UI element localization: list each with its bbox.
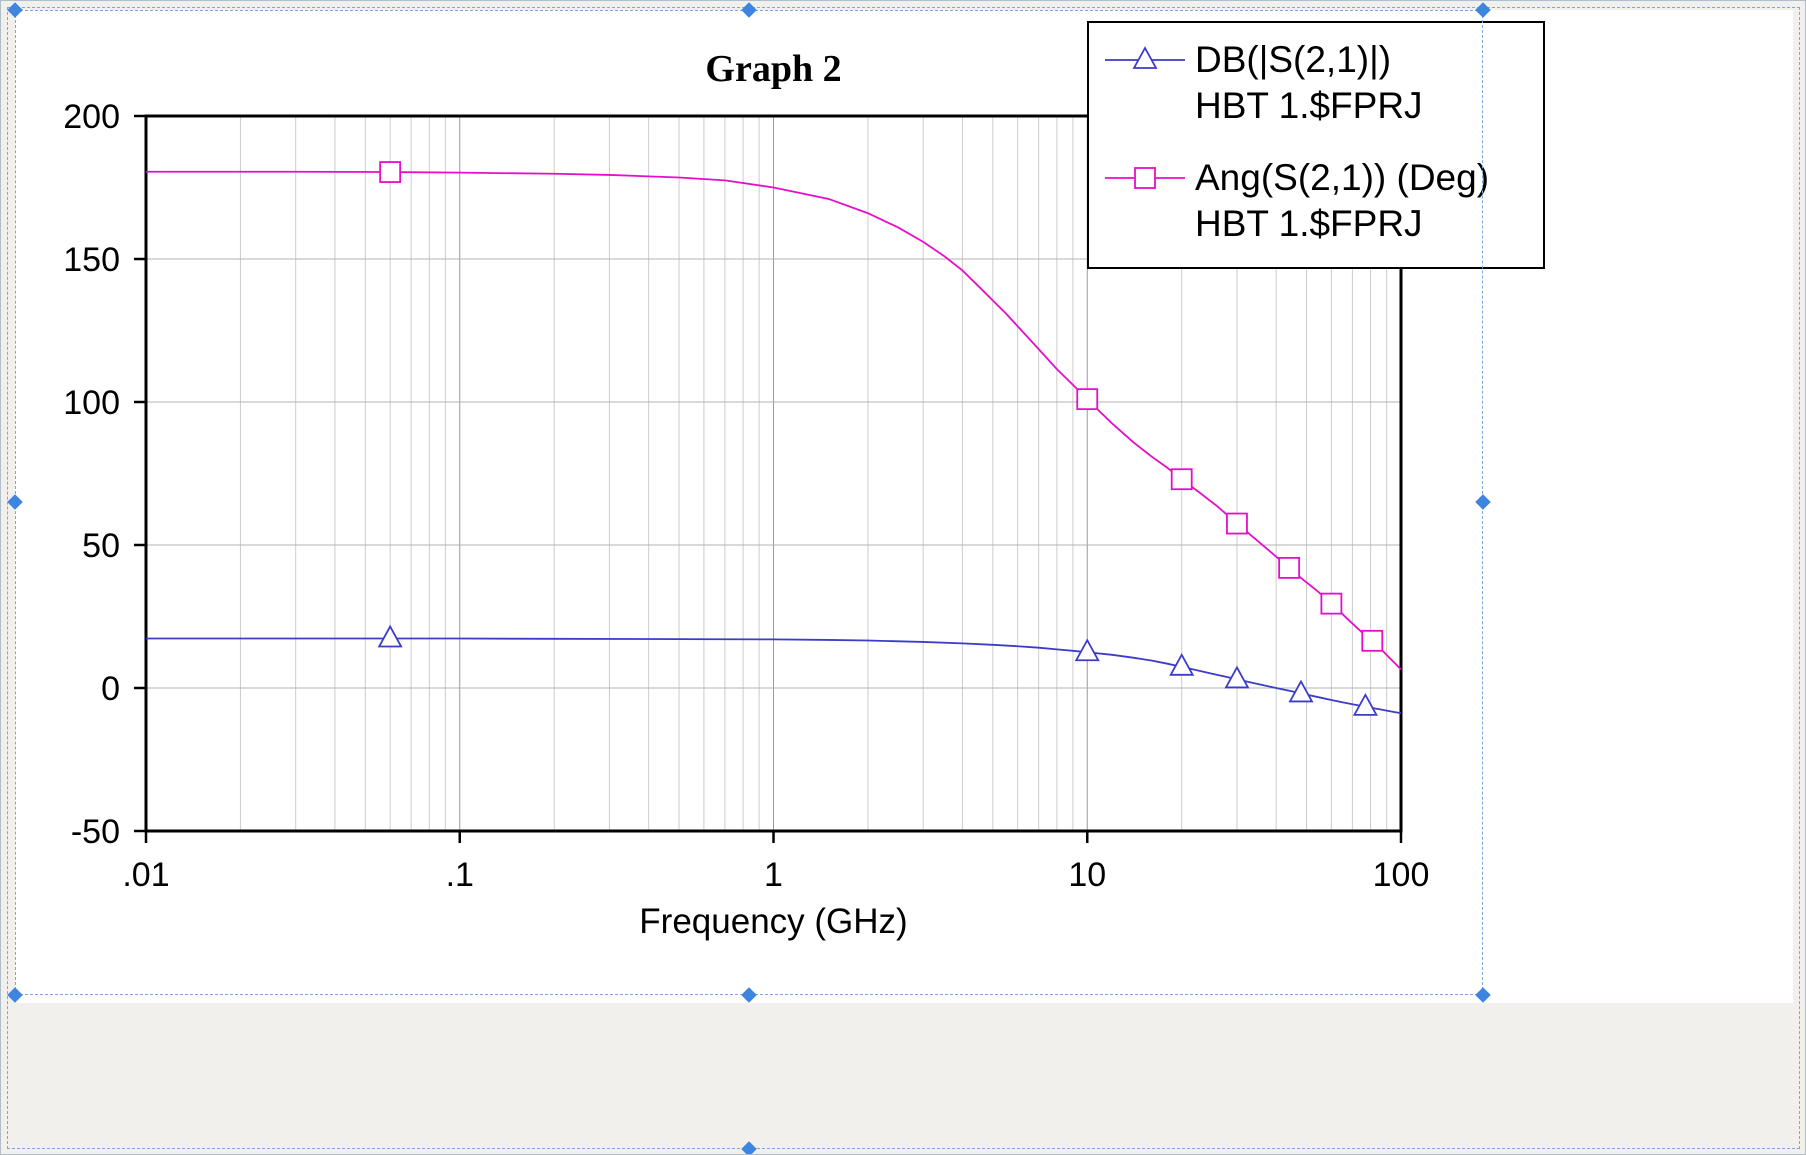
- legend[interactable]: DB(|S(2,1)|) HBT 1.$FPRJ Ang(S(2,1)) (Deg)…: [1087, 21, 1545, 269]
- legend-series-name: Ang(S(2,1)) (Deg): [1195, 157, 1490, 198]
- series-line-1[interactable]: [146, 637, 1402, 715]
- y-tick-label: -50: [71, 813, 120, 851]
- y-tick-label: 200: [63, 98, 120, 136]
- series-line-2[interactable]: [146, 170, 1402, 671]
- x-tick-label: 100: [1373, 856, 1430, 894]
- plot-frame[interactable]: [144, 114, 1403, 833]
- legend-entry-2[interactable]: Ang(S(2,1)) (Deg) HBT 1.$FPRJ: [1103, 155, 1527, 247]
- legend-series-sublabel: HBT 1.$FPRJ: [1195, 203, 1423, 244]
- x-tick-label: .01: [122, 856, 169, 894]
- series-marker-triangle: [1288, 679, 1314, 703]
- x-tick-label: 1: [764, 856, 783, 894]
- legend-triangle-marker-icon: [1105, 46, 1185, 69]
- series-marker-square: [1361, 629, 1384, 652]
- y-tick-label: 100: [63, 384, 120, 422]
- series-marker-triangle: [1169, 652, 1195, 676]
- y-tick-label: 50: [82, 527, 120, 565]
- series-marker-triangle: [1352, 693, 1378, 716]
- y-tick-label: 0: [101, 670, 120, 708]
- series-marker-square: [1076, 388, 1099, 411]
- series-marker-square: [379, 161, 402, 183]
- series-marker-square: [1278, 556, 1301, 579]
- series-marker-square: [1170, 468, 1193, 491]
- legend-entry-1[interactable]: DB(|S(2,1)|) HBT 1.$FPRJ: [1103, 37, 1527, 129]
- series-marker-triangle: [1224, 665, 1250, 689]
- x-tick-label: 10: [1068, 856, 1106, 894]
- legend-series-sublabel: HBT 1.$FPRJ: [1195, 85, 1423, 126]
- series-marker-square: [1320, 592, 1343, 615]
- y-tick-label: 150: [63, 241, 120, 279]
- series-marker-square: [1226, 512, 1248, 535]
- x-tick-label: .1: [446, 856, 474, 894]
- series-marker-triangle: [1074, 638, 1100, 662]
- series-marker-triangle: [377, 624, 403, 648]
- legend-square-marker-icon: [1105, 167, 1185, 189]
- legend-series-name: DB(|S(2,1)|): [1195, 39, 1392, 80]
